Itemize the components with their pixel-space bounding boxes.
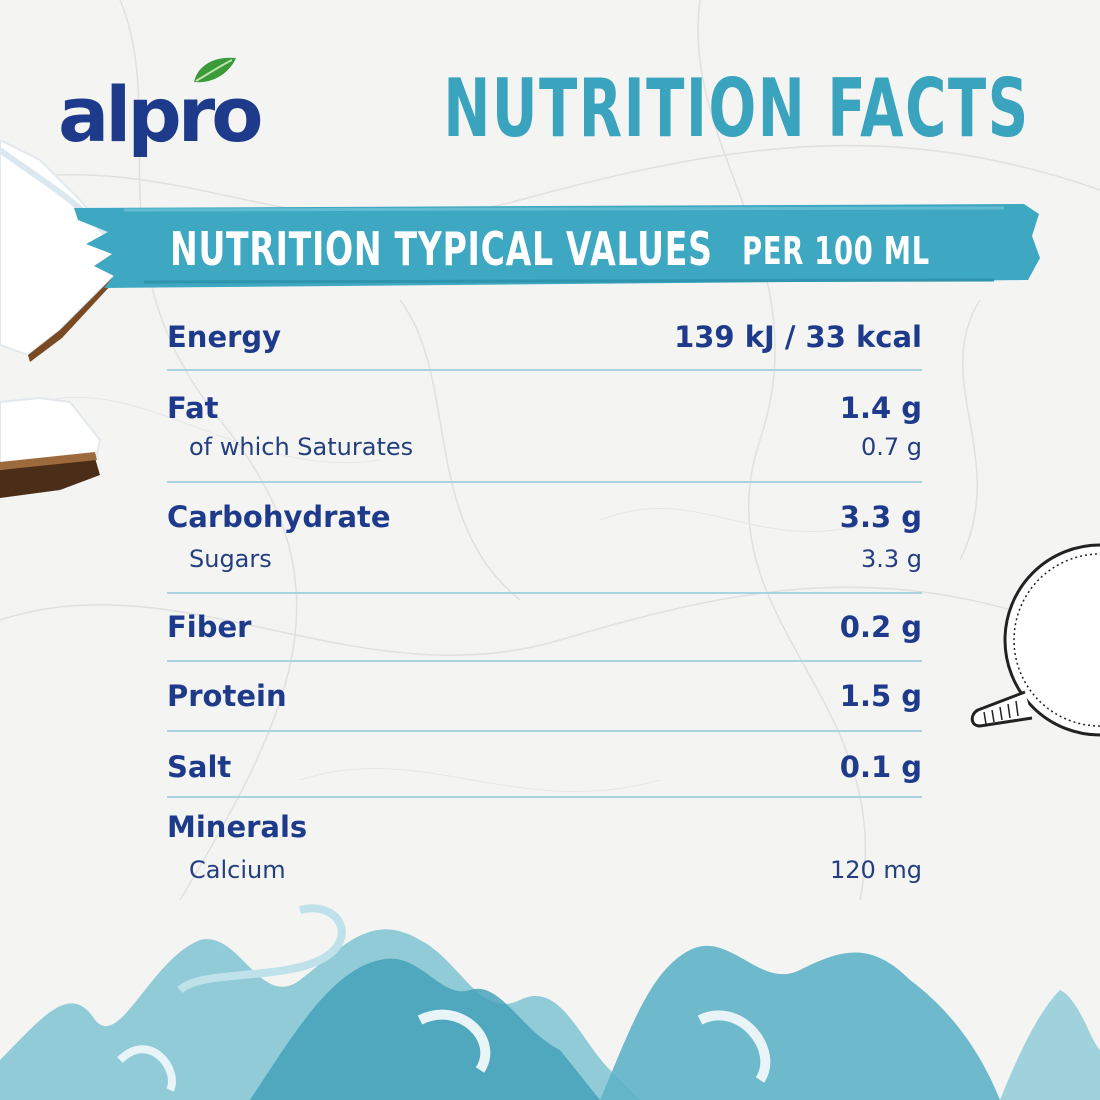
energy-value: 139 kJ / 33 kcal xyxy=(674,320,922,354)
protein-label: Protein xyxy=(167,679,287,713)
row-fat: Fat 1.4 g of which Saturates 0.7 g xyxy=(167,371,922,483)
calcium-label: Calcium xyxy=(189,856,286,884)
banner-brush-stroke xyxy=(74,204,1040,288)
sugars-value: 3.3 g xyxy=(860,545,922,573)
minerals-label: Minerals xyxy=(167,810,308,844)
carbohydrate-value: 3.3 g xyxy=(839,500,922,534)
row-salt: Salt 0.1 g xyxy=(167,732,922,798)
saturates-label: of which Saturates xyxy=(189,433,414,461)
row-minerals: Minerals Calcium 120 mg xyxy=(167,798,922,898)
row-fiber: Fiber 0.2 g xyxy=(167,594,922,662)
leaf-icon xyxy=(194,57,236,83)
energy-label: Energy xyxy=(167,320,282,354)
page-title: NUTRITION FACTS xyxy=(443,62,1030,155)
coconut-illustration xyxy=(0,140,132,498)
sugars-label: Sugars xyxy=(189,545,272,573)
salt-value: 0.1 g xyxy=(839,750,922,784)
cup-illustration xyxy=(970,543,1100,737)
fat-label: Fat xyxy=(167,391,219,425)
alpro-logo: alpro xyxy=(58,52,288,162)
nutrition-table: Energy 139 kJ / 33 kcal Fat 1.4 g of whi… xyxy=(167,305,922,898)
brand-name: alpro xyxy=(58,70,263,159)
row-carbohydrate: Carbohydrate 3.3 g Sugars 3.3 g xyxy=(167,483,922,594)
protein-value: 1.5 g xyxy=(839,679,922,713)
row-protein: Protein 1.5 g xyxy=(167,662,922,732)
fiber-label: Fiber xyxy=(167,610,252,644)
fiber-value: 0.2 g xyxy=(839,610,922,644)
saturates-value: 0.7 g xyxy=(860,433,922,461)
calcium-value: 120 mg xyxy=(829,856,922,884)
salt-label: Salt xyxy=(167,750,232,784)
teal-marble-waves xyxy=(0,904,1100,1100)
banner-per-100ml-label: PER 100 ML xyxy=(742,229,930,273)
fat-value: 1.4 g xyxy=(839,391,922,425)
banner-typical-values-label: NUTRITION TYPICAL VALUES xyxy=(170,222,713,276)
carbohydrate-label: Carbohydrate xyxy=(167,500,391,534)
row-energy: Energy 139 kJ / 33 kcal xyxy=(167,305,922,371)
